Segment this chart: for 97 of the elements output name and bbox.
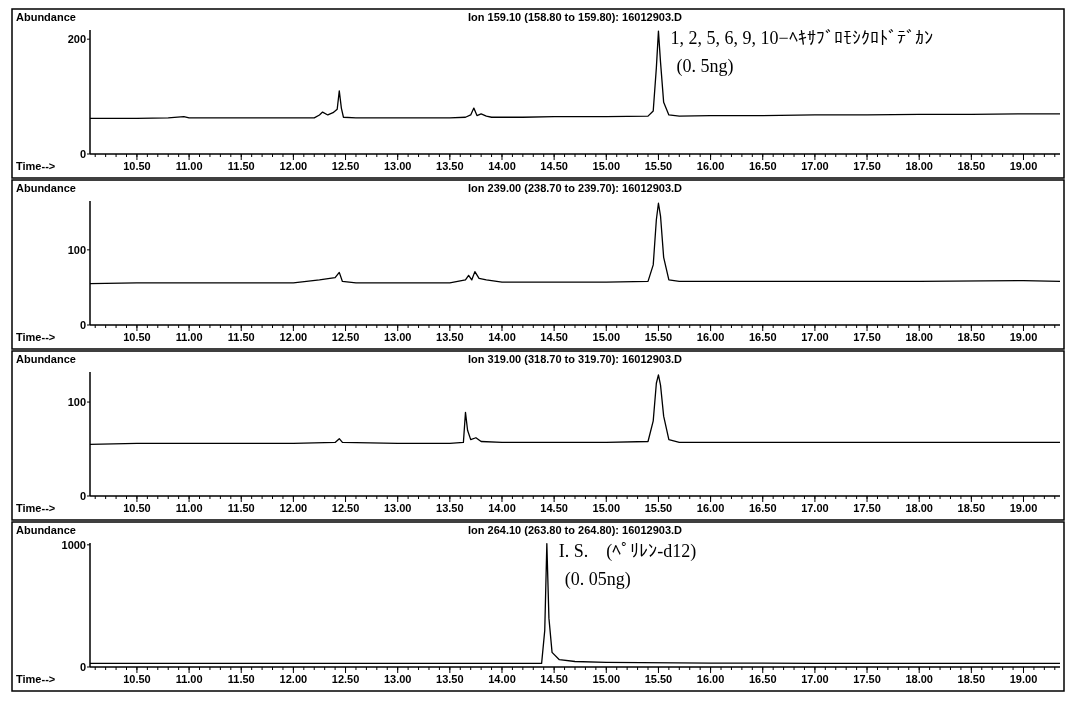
x-tick-label: 18.50 xyxy=(957,502,986,514)
x-tick-label: 17.00 xyxy=(801,502,829,514)
x-tick-label: 16.50 xyxy=(748,160,777,172)
x-tick-label: 14.50 xyxy=(540,160,568,172)
x-tick-label: 15.00 xyxy=(592,331,621,343)
x-tick-label: 17.00 xyxy=(801,673,829,685)
x-tick-label: 13.00 xyxy=(383,331,412,343)
x-tick-label: 11.50 xyxy=(227,502,255,514)
x-tick-label: 14.50 xyxy=(540,673,568,685)
x-tick-label: 18.00 xyxy=(905,502,933,514)
x-tick-label: 16.00 xyxy=(696,331,725,343)
x-tick-label: 12.00 xyxy=(279,673,308,685)
annotation: (0. 05ng) xyxy=(564,569,631,590)
x-tick-label: 16.00 xyxy=(696,673,725,685)
annotation: (0. 5ng) xyxy=(676,56,734,77)
x-tick-label: 14.00 xyxy=(488,502,516,514)
x-tick-label: 11.00 xyxy=(175,673,203,685)
chart-title: Ion 159.10 (158.80 to 159.80): 16012903.D xyxy=(467,11,683,23)
x-tick-label: 18.00 xyxy=(905,673,933,685)
x-tick-label: 15.50 xyxy=(644,160,673,172)
x-tick-label: 11.50 xyxy=(227,673,255,685)
x-tick-label: 14.00 xyxy=(488,160,516,172)
x-tick-label: 16.50 xyxy=(748,331,777,343)
x-tick-label: 10.50 xyxy=(123,673,151,685)
x-tick-label: 12.50 xyxy=(331,673,360,685)
y-axis-title: Abundance xyxy=(16,11,76,23)
chart-title: Ion 319.00 (318.70 to 319.70): 16012903.D xyxy=(467,353,683,365)
x-tick-label: 19.00 xyxy=(1009,331,1038,343)
x-tick-label: 16.00 xyxy=(696,502,725,514)
x-tick-label: 13.00 xyxy=(383,502,412,514)
x-tick-label: 11.50 xyxy=(227,160,255,172)
x-tick-label: 18.00 xyxy=(905,160,933,172)
x-tick-label: 13.50 xyxy=(436,502,464,514)
y-tick-label: 200 xyxy=(67,33,86,46)
x-tick-label: 16.50 xyxy=(748,502,777,514)
x-tick-label: 10.50 xyxy=(123,331,151,343)
x-tick-label: 11.00 xyxy=(175,331,203,343)
chart-title: Ion 239.00 (238.70 to 239.70): 16012903.D xyxy=(467,182,683,194)
x-axis-title: Time--> xyxy=(16,502,56,514)
x-axis-title: Time--> xyxy=(16,160,56,172)
y-tick-label: 1000 xyxy=(61,538,86,551)
x-tick-label: 12.50 xyxy=(331,331,360,343)
x-tick-label: 18.00 xyxy=(905,331,933,343)
y-tick-label: 0 xyxy=(79,490,86,502)
y-axis-title: Abundance xyxy=(16,524,76,536)
x-tick-label: 15.00 xyxy=(592,160,621,172)
x-tick-label: 17.50 xyxy=(853,673,881,685)
x-tick-label: 13.50 xyxy=(436,160,464,172)
x-tick-label: 17.50 xyxy=(853,160,881,172)
x-tick-label: 17.50 xyxy=(853,502,881,514)
x-tick-label: 16.00 xyxy=(696,160,725,172)
x-tick-label: 19.00 xyxy=(1009,673,1038,685)
y-tick-label: 0 xyxy=(79,148,86,160)
x-tick-label: 11.00 xyxy=(175,502,203,514)
x-tick-label: 13.00 xyxy=(383,160,412,172)
x-tick-label: 17.50 xyxy=(853,331,881,343)
y-tick-label: 0 xyxy=(79,319,86,331)
x-tick-label: 15.00 xyxy=(592,502,621,514)
x-tick-label: 19.00 xyxy=(1009,502,1038,514)
x-tick-label: 13.00 xyxy=(383,673,412,685)
line-series xyxy=(89,542,1061,664)
x-tick-label: 12.00 xyxy=(279,331,308,343)
x-tick-label: 12.50 xyxy=(331,502,360,514)
x-tick-label: 14.00 xyxy=(488,673,516,685)
x-tick-label: 14.50 xyxy=(540,331,568,343)
y-tick-label: 0 xyxy=(79,661,86,673)
y-axis-title: Abundance xyxy=(16,353,76,365)
x-tick-label: 14.00 xyxy=(488,331,516,343)
x-tick-label: 10.50 xyxy=(123,160,151,172)
x-tick-label: 11.00 xyxy=(175,160,203,172)
x-tick-label: 13.50 xyxy=(436,331,464,343)
chart-title: Ion 264.10 (263.80 to 264.80): 16012903.D xyxy=(467,524,683,536)
x-tick-label: 15.50 xyxy=(644,331,673,343)
x-tick-label: 18.50 xyxy=(957,673,986,685)
x-axis-title: Time--> xyxy=(16,673,56,685)
x-tick-label: 15.00 xyxy=(592,673,621,685)
annotation: I. S. (ﾍﾟﾘﾚﾝ-d12) xyxy=(558,541,697,562)
x-tick-label: 11.50 xyxy=(227,331,255,343)
x-tick-label: 12.00 xyxy=(279,502,308,514)
x-tick-label: 16.50 xyxy=(748,673,777,685)
x-tick-label: 12.50 xyxy=(331,160,360,172)
x-tick-label: 12.00 xyxy=(279,160,308,172)
x-tick-label: 18.50 xyxy=(957,160,986,172)
y-tick-label: 100 xyxy=(67,396,86,409)
x-tick-label: 19.00 xyxy=(1009,160,1038,172)
x-tick-label: 15.50 xyxy=(644,673,673,685)
x-tick-label: 17.00 xyxy=(801,331,829,343)
x-tick-label: 10.50 xyxy=(123,502,151,514)
x-axis-title: Time--> xyxy=(16,331,56,343)
x-tick-label: 14.50 xyxy=(540,502,568,514)
x-tick-label: 13.50 xyxy=(436,673,464,685)
x-tick-label: 15.50 xyxy=(644,502,673,514)
y-tick-label: 100 xyxy=(67,243,86,256)
y-axis-title: Abundance xyxy=(16,182,76,194)
annotation: 1, 2, 5, 6, 9, 10−ﾍｷｻﾌﾞﾛﾓｼｸﾛﾄﾞﾃﾞｶﾝ xyxy=(670,28,933,48)
x-tick-label: 18.50 xyxy=(957,331,986,343)
x-tick-label: 17.00 xyxy=(801,160,829,172)
